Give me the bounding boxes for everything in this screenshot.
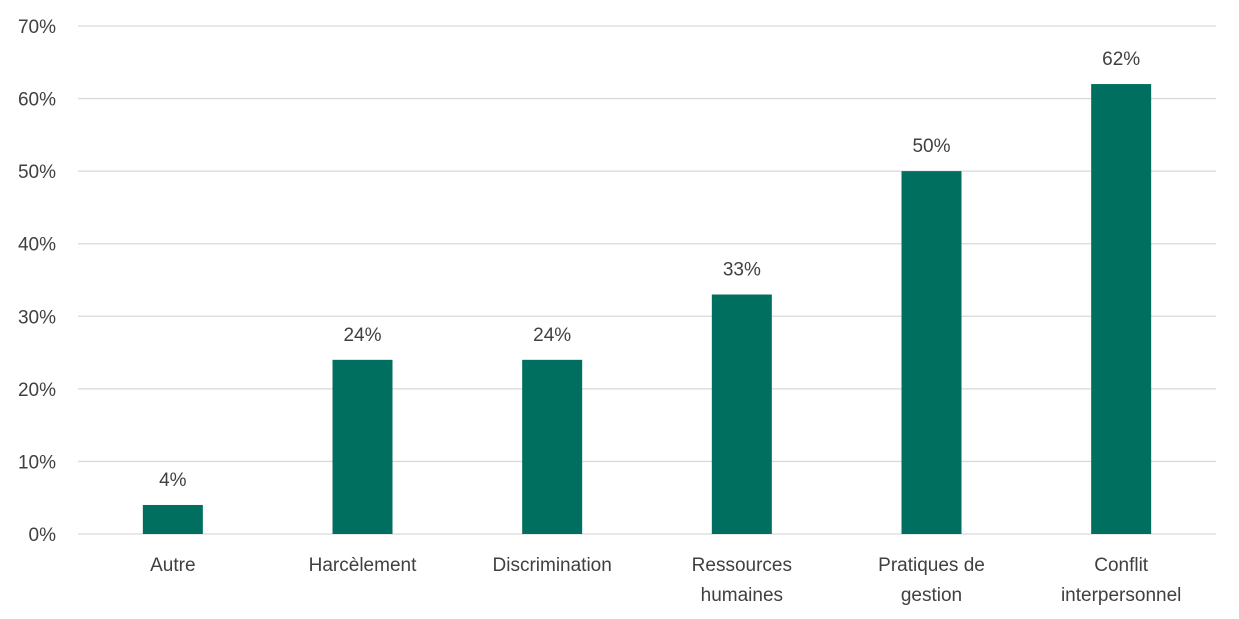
y-tick-label: 50% xyxy=(18,162,56,183)
category-label-line: humaines xyxy=(701,585,783,606)
category-label: Autre xyxy=(150,555,195,576)
data-labels: 4% 24% 24% 33% 50% 62% xyxy=(159,49,1140,491)
category-label: Ressources humaines xyxy=(692,555,792,606)
gridlines xyxy=(78,25,1216,535)
bar xyxy=(711,294,772,534)
category-label: Discrimination xyxy=(493,555,612,576)
bar xyxy=(332,359,393,534)
category-labels: Autre Harcèlement Discrimination Ressources… xyxy=(150,555,1181,606)
data-label: 50% xyxy=(912,136,950,157)
bar xyxy=(1091,84,1152,535)
data-label: 33% xyxy=(723,260,761,281)
y-tick-label: 10% xyxy=(18,452,56,473)
data-label: 24% xyxy=(343,325,381,346)
category-label-line: interpersonnel xyxy=(1061,585,1181,606)
data-label: 4% xyxy=(159,470,187,491)
y-axis-ticks: 0% 10% 20% 30% 40% 50% 60% 70% xyxy=(18,17,56,546)
category-label-line: Ressources xyxy=(692,555,792,576)
category-label-line: Autre xyxy=(150,555,195,576)
bar xyxy=(522,359,583,534)
category-label-line: Pratiques de xyxy=(878,555,985,576)
bar xyxy=(901,171,962,534)
y-tick-label: 20% xyxy=(18,380,56,401)
category-label-line: Conflit xyxy=(1094,555,1149,576)
category-label: Harcèlement xyxy=(309,555,417,576)
category-label-line: gestion xyxy=(901,585,962,606)
category-label-line: Discrimination xyxy=(493,555,612,576)
data-label: 62% xyxy=(1102,49,1140,70)
bars xyxy=(142,84,1152,535)
y-tick-label: 40% xyxy=(18,235,56,256)
data-label: 24% xyxy=(533,325,571,346)
y-tick-label: 0% xyxy=(29,525,57,546)
category-label: Conflit interpersonnel xyxy=(1061,555,1181,606)
bar xyxy=(142,504,203,534)
category-label-line: Harcèlement xyxy=(309,555,417,576)
y-tick-label: 70% xyxy=(18,17,56,38)
y-tick-label: 30% xyxy=(18,307,56,328)
y-tick-label: 60% xyxy=(18,90,56,111)
category-label: Pratiques de gestion xyxy=(878,555,985,606)
